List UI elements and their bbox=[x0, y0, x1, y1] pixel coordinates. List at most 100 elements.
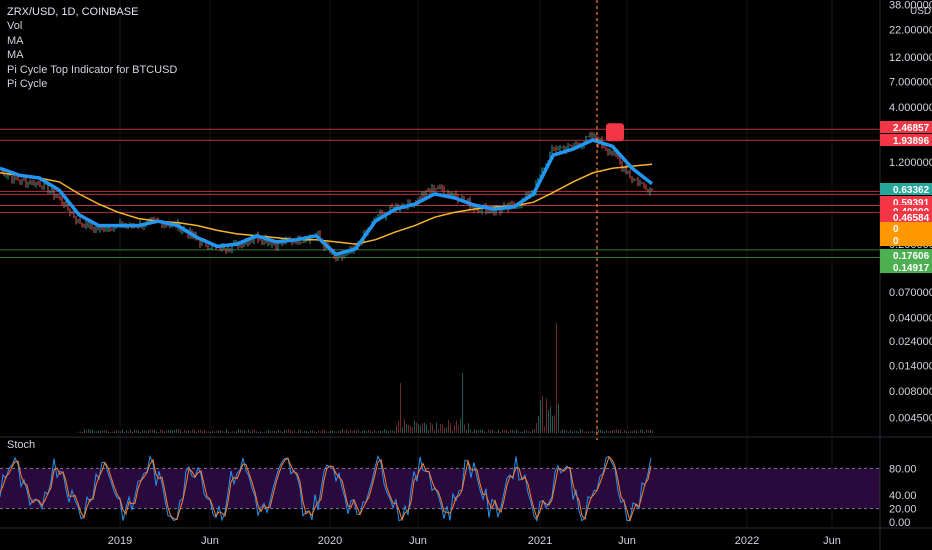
volume-bar bbox=[634, 430, 635, 433]
symbol-title[interactable]: ZRX/USD, 1D, COINBASE bbox=[7, 6, 139, 18]
volume-bar bbox=[92, 429, 93, 433]
volume-bar bbox=[456, 420, 457, 433]
volume-bar bbox=[210, 431, 211, 433]
volume-bar bbox=[274, 431, 275, 433]
volume-bar bbox=[160, 429, 161, 433]
volume-bar bbox=[382, 431, 383, 433]
price-tick-label: 0.024000 bbox=[889, 336, 932, 348]
volume-bar bbox=[282, 431, 283, 433]
volume-bar bbox=[578, 431, 579, 433]
volume-bar bbox=[138, 429, 139, 433]
volume-bar bbox=[584, 431, 585, 433]
time-tick-label: 2020 bbox=[318, 535, 342, 547]
time-axis: 2019 Jun 2020 Jun 2021 Jun 2022 Jun bbox=[0, 527, 932, 547]
volume-bar bbox=[490, 430, 491, 433]
volume-bar bbox=[236, 431, 237, 433]
indicator-pi-cycle-top[interactable]: Pi Cycle Top Indicator for BTCUSD bbox=[7, 63, 178, 76]
volume-bar bbox=[162, 430, 163, 433]
volume-bar bbox=[556, 323, 557, 433]
volume-bar bbox=[262, 431, 263, 433]
pi-cycle-signal bbox=[596, 0, 624, 440]
volume-bar bbox=[298, 429, 299, 433]
volume-bar bbox=[88, 429, 89, 433]
volume-bar bbox=[254, 429, 255, 433]
volume-bar bbox=[250, 431, 251, 433]
volume-bar bbox=[120, 431, 121, 433]
volume-bar bbox=[364, 429, 365, 433]
volume-bar bbox=[504, 430, 505, 433]
volume-bar bbox=[214, 431, 215, 433]
volume-bar bbox=[362, 430, 363, 433]
volume-bar bbox=[142, 430, 143, 433]
volume-bar bbox=[502, 429, 503, 433]
price-tick-label: 12.000000 bbox=[889, 52, 932, 64]
price-tick-label: 0.070000 bbox=[889, 287, 932, 299]
volume-bar bbox=[116, 430, 117, 433]
volume-bar bbox=[78, 431, 79, 433]
volume-bar bbox=[422, 423, 423, 433]
volume-bar bbox=[558, 403, 559, 433]
volume-bar bbox=[102, 430, 103, 433]
volume-bar bbox=[268, 429, 269, 433]
volume-bar bbox=[182, 431, 183, 433]
volume-bar bbox=[412, 427, 413, 433]
volume-bar bbox=[462, 373, 463, 433]
volume-bar bbox=[112, 431, 113, 433]
indicator-ma-slow[interactable]: MA bbox=[7, 49, 24, 62]
volume-bar bbox=[176, 429, 177, 433]
stoch-pane bbox=[0, 454, 880, 523]
volume-bar bbox=[230, 431, 231, 433]
volume-bar bbox=[484, 431, 485, 433]
price-tick-label: 0.004500 bbox=[889, 412, 932, 424]
volume-bar bbox=[320, 431, 321, 433]
volume-bar bbox=[134, 429, 135, 433]
volume-bar bbox=[222, 430, 223, 433]
indicator-ma-fast[interactable]: MA bbox=[7, 34, 24, 47]
price-badge bbox=[880, 234, 932, 246]
volume-bar bbox=[316, 431, 317, 433]
volume-bar bbox=[516, 429, 517, 433]
volume-bar bbox=[200, 429, 201, 433]
volume-bar bbox=[284, 429, 285, 433]
volume-bar bbox=[452, 431, 453, 433]
volume-bar bbox=[356, 430, 357, 433]
indicator-pi-cycle[interactable]: Pi Cycle bbox=[7, 78, 48, 91]
price-candles bbox=[1, 131, 653, 262]
time-tick-label: 2021 bbox=[528, 535, 552, 547]
volume-bar bbox=[606, 430, 607, 433]
volume-bar bbox=[80, 431, 81, 433]
volume-bar bbox=[620, 429, 621, 433]
volume-bar bbox=[342, 429, 343, 433]
volume-bar bbox=[334, 431, 335, 433]
volume-bar bbox=[368, 430, 369, 433]
volume-bar bbox=[304, 431, 305, 433]
volume-bar bbox=[400, 383, 401, 433]
price-tick-label: 0.008000 bbox=[889, 386, 932, 398]
volume-bar bbox=[464, 424, 465, 433]
volume-bar bbox=[310, 431, 311, 433]
indicator-vol[interactable]: Vol bbox=[7, 20, 23, 33]
volume-bar bbox=[150, 429, 151, 433]
volume-bar bbox=[348, 430, 349, 433]
volume-bar bbox=[570, 429, 571, 433]
volume-bar bbox=[244, 430, 245, 433]
volume-bar bbox=[180, 430, 181, 433]
volume-bar bbox=[430, 422, 431, 433]
volume-bar bbox=[264, 431, 265, 433]
price-badge bbox=[880, 134, 932, 146]
volume-bar bbox=[466, 429, 467, 433]
volume-bar bbox=[410, 425, 411, 433]
price-tick-label: 1.200000 bbox=[889, 157, 932, 169]
volume-bar bbox=[178, 429, 179, 433]
volume-bar bbox=[582, 429, 583, 433]
volume-bar bbox=[438, 429, 439, 433]
volume-bar bbox=[384, 429, 385, 433]
volume-bar bbox=[330, 430, 331, 433]
ma-fast-line bbox=[0, 138, 654, 257]
volume-bar bbox=[234, 431, 235, 433]
volume-bar bbox=[544, 426, 545, 433]
stoch-title[interactable]: Stoch bbox=[7, 439, 36, 451]
volume-bar bbox=[564, 429, 565, 433]
volume-bar bbox=[154, 430, 155, 433]
